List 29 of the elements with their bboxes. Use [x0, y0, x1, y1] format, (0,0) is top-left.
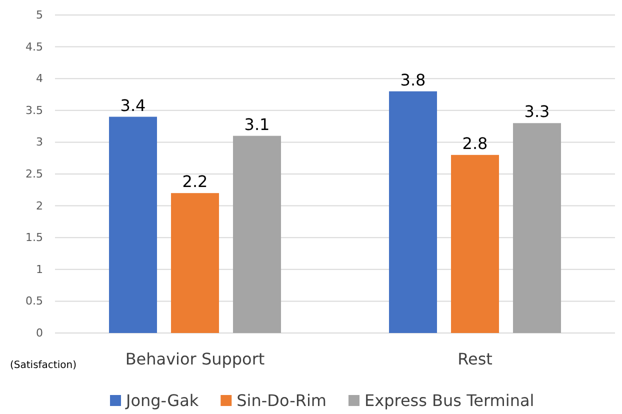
- bar: [451, 154, 499, 333]
- y-tick-label: 1: [36, 262, 43, 276]
- data-label: 2.2: [182, 172, 208, 192]
- data-label: 3.3: [524, 102, 550, 122]
- y-tick-label: 3: [36, 136, 43, 149]
- bar: [109, 116, 157, 333]
- bar: [233, 136, 281, 333]
- y-tick-label: 0.5: [26, 294, 43, 308]
- y-tick-label: 2.5: [26, 168, 43, 181]
- y-tick-label: 0: [36, 326, 43, 340]
- bar: [171, 193, 219, 333]
- y-tick-label: 2: [36, 199, 43, 212]
- legend-label: Jong-Gak: [125, 391, 200, 410]
- x-tick-label: Behavior Support: [125, 349, 265, 368]
- x-tick-label: Rest: [458, 349, 492, 368]
- y-tick-label: 1.5: [26, 231, 43, 244]
- legend-label: Sin-Do-Rim: [236, 391, 326, 410]
- y-axis-title: (Satisfaction): [10, 360, 77, 371]
- bar: [389, 91, 437, 333]
- bar: [513, 123, 561, 333]
- data-label: 3.8: [400, 70, 426, 90]
- data-label: 3.4: [120, 96, 146, 115]
- legend-label: Express Bus Terminal: [364, 391, 534, 410]
- y-tick-label: 3.5: [26, 104, 43, 117]
- y-tick-label: 4: [36, 72, 43, 86]
- y-tick-label: 4.5: [26, 40, 43, 54]
- y-tick-label: 5: [36, 8, 43, 22]
- data-label: 2.8: [462, 134, 488, 153]
- data-label: 3.1: [244, 114, 270, 134]
